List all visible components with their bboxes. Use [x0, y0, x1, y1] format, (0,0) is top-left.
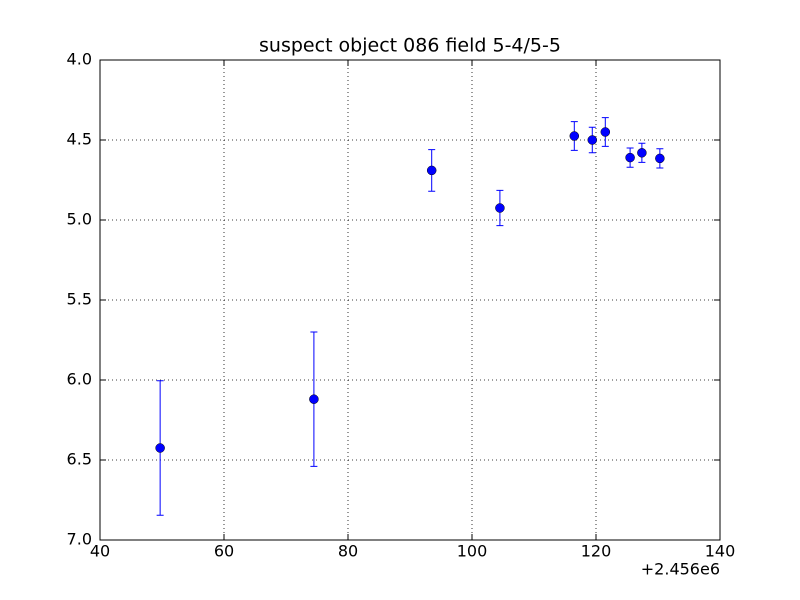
- chart-title: suspect object 086 field 5-4/5-5: [259, 35, 561, 57]
- data-point: [155, 443, 165, 453]
- data-point: [309, 394, 319, 404]
- y-tick-label: 6.0: [67, 370, 92, 389]
- y-tick-label: 6.5: [67, 450, 92, 469]
- data-point: [625, 152, 635, 163]
- y-tick-label: 4.0: [67, 50, 92, 69]
- plot-area: 40 60 80 100 120 140 4.0 4.5 5.0 5.5 6.0 6.5 7.0: [67, 50, 736, 561]
- x-tick-label: 120: [581, 542, 612, 561]
- y-tick-label: 4.5: [67, 130, 92, 149]
- y-tick-label: 5.5: [67, 290, 92, 309]
- x-tick-label: 40: [90, 542, 110, 561]
- x-tick-label: 140: [705, 542, 736, 561]
- x-tick-label: 60: [214, 542, 234, 561]
- x-tick-label: 100: [457, 542, 488, 561]
- y-tick-label: 5.0: [67, 210, 92, 229]
- plot-frame: [99, 59, 721, 541]
- data-point: [495, 203, 505, 213]
- data-point: [569, 131, 580, 141]
- data-point: [426, 165, 437, 176]
- data-point: [637, 148, 647, 158]
- data-point: [600, 127, 611, 137]
- data-point: [655, 153, 665, 164]
- x-tick-label: 80: [338, 542, 358, 561]
- y-tick-label: 7.0: [67, 530, 92, 549]
- data-point: [587, 135, 598, 145]
- x-offset-label: +2.456e6: [641, 560, 720, 579]
